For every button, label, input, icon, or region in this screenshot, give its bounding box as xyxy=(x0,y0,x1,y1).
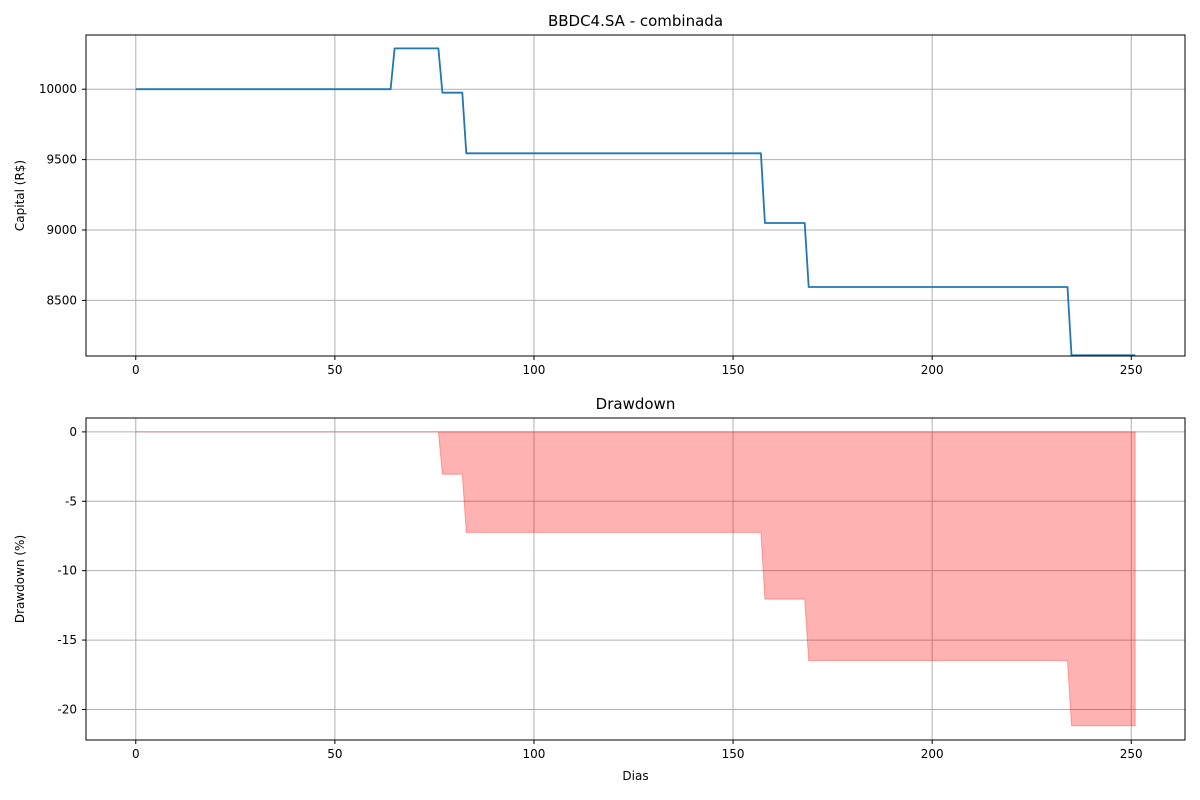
drawdown-series xyxy=(135,431,1136,727)
capital-y-tick-label: 9500 xyxy=(46,153,77,167)
capital-ticks: 0 50 100 150 200 250 8500 9000 9500 10000 xyxy=(39,82,1143,377)
capital-x-tick-label: 250 xyxy=(1120,363,1143,377)
capital-y-tick-label: 8500 xyxy=(46,293,77,307)
drawdown-x-tick-label: 50 xyxy=(327,747,342,761)
capital-x-tick-label: 50 xyxy=(327,363,342,377)
capital-axes-frame xyxy=(85,34,1186,357)
capital-gridlines xyxy=(86,35,1185,356)
drawdown-x-tick-label: 150 xyxy=(722,747,745,761)
drawdown-y-tick-label: -15 xyxy=(57,633,77,647)
drawdown-y-axis-label: Drawdown (%) xyxy=(13,535,27,623)
drawdown-x-tick-label: 250 xyxy=(1120,747,1143,761)
drawdown-x-axis-label: Dias xyxy=(622,769,648,783)
drawdown-x-tick-label: 0 xyxy=(132,747,140,761)
capital-x-tick-label: 150 xyxy=(722,363,745,377)
capital-y-tick-label: 10000 xyxy=(39,82,77,96)
capital-y-axis-label: Capital (R$) xyxy=(13,160,27,231)
drawdown-axes-frame xyxy=(85,417,1186,741)
capital-chart: 0 50 100 150 200 250 8500 9000 9500 10000 BBDC4.S… xyxy=(13,12,1186,377)
drawdown-x-tick-label: 200 xyxy=(921,747,944,761)
drawdown-y-tick-label: -5 xyxy=(65,494,77,508)
drawdown-chart: 0 50 100 150 200 250 0 -5 -10 -15 -20 Drawdown Dra… xyxy=(13,395,1186,783)
drawdown-y-tick-label: 0 xyxy=(69,425,77,439)
drawdown-chart-title: Drawdown xyxy=(596,395,676,413)
capital-x-tick-label: 0 xyxy=(132,363,140,377)
capital-x-tick-label: 200 xyxy=(921,363,944,377)
capital-line xyxy=(135,47,1136,357)
capital-series xyxy=(135,47,1136,357)
drawdown-area xyxy=(135,431,1136,727)
drawdown-y-tick-label: -20 xyxy=(57,702,77,716)
drawdown-x-tick-label: 100 xyxy=(523,747,546,761)
drawdown-ticks: 0 50 100 150 200 250 0 -5 -10 -15 -20 xyxy=(57,425,1142,761)
capital-x-tick-label: 100 xyxy=(523,363,546,377)
capital-chart-title: BBDC4.SA - combinada xyxy=(548,12,723,30)
drawdown-gridlines xyxy=(86,418,1185,740)
capital-y-tick-label: 9000 xyxy=(46,223,77,237)
drawdown-y-tick-label: -10 xyxy=(57,564,77,578)
